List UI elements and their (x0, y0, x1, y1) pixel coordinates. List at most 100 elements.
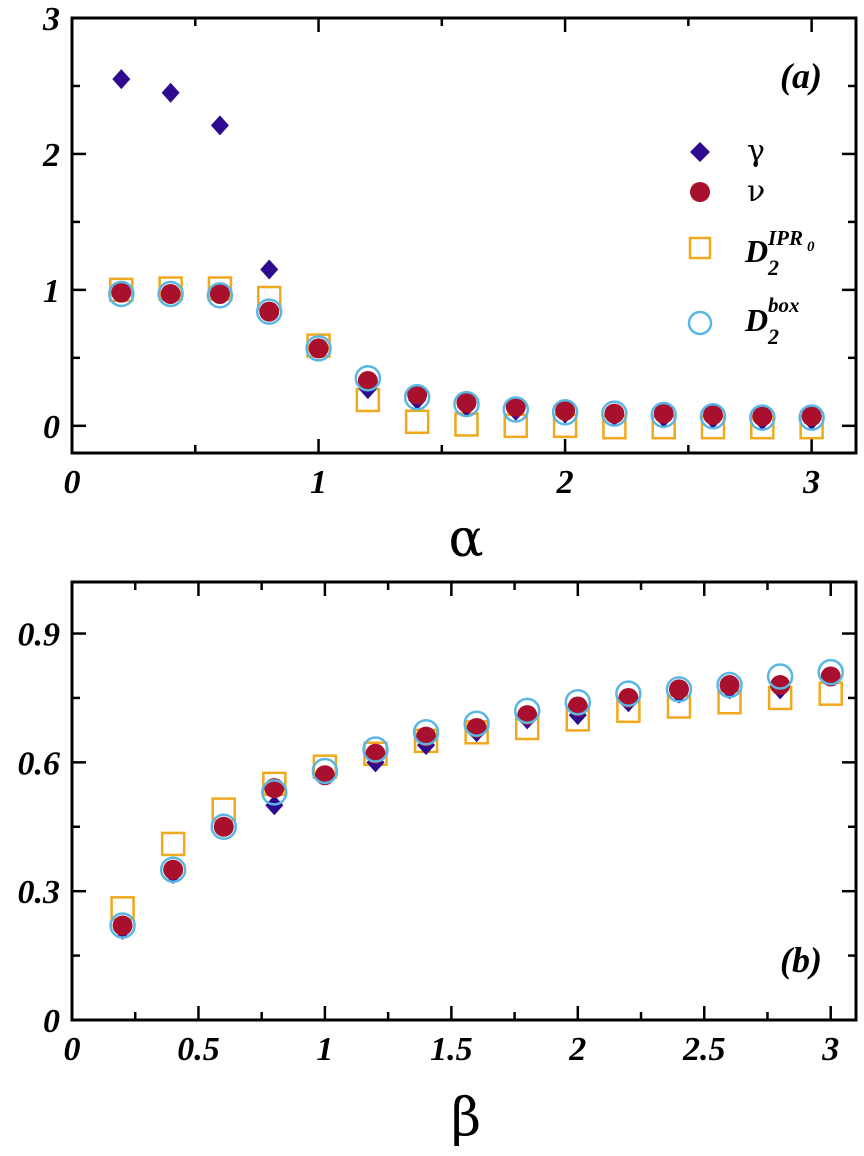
panel-b-d2-box-point (615, 680, 642, 707)
panel-b-x-axis-label: β (451, 1088, 481, 1148)
panel-a-x-tick-label: 0 (64, 464, 81, 501)
panel-a-x-tick-label: 2 (556, 464, 574, 501)
legend-d2-box-sub: 2 (767, 324, 779, 349)
panel-a-d2-box-point (354, 364, 382, 392)
panel-b-nu-point (264, 778, 285, 799)
panel-a-nu-point (357, 370, 378, 391)
panel-b-d2-box-point (817, 658, 844, 686)
panel-a-d2-box-point (699, 403, 727, 430)
legend-gamma-marker (690, 142, 710, 162)
panel-b-axes: 0 0.5 1 1.5 2 2.5 3 0 0.3 0.6 0.9 (18, 582, 856, 1068)
panel-a-d2-box-point (305, 335, 332, 362)
panel-b-frame (70, 580, 858, 1022)
legend-entry-nu: ν (690, 174, 765, 209)
panel-a-nu-point (801, 406, 822, 427)
panel-b-y-tick-label: 0.9 (18, 617, 61, 654)
panel-b-x-tick-label: 1 (316, 1031, 333, 1068)
legend-entry-d2-ipr0: D 2 IPR 0 (688, 226, 815, 280)
panel-b-nu-point (618, 687, 639, 708)
panel-a-gamma-point (260, 259, 279, 280)
panel-b-nu-point (770, 675, 791, 696)
panel-b-x-tick-label: 0 (64, 1031, 81, 1068)
panel-b-nu-point (820, 666, 841, 687)
panel-a-d2-box-point (108, 280, 135, 308)
panel-a-gamma-point (161, 82, 180, 103)
panel-a-nu-point (555, 400, 576, 421)
panel-b-nu-point (163, 859, 184, 880)
legend-entry-d2-box: D 2 box (687, 293, 800, 349)
panel-a-nu-point (604, 403, 625, 424)
panel-a-x-axis-label: α (448, 509, 483, 569)
panel-b-d2-box-point (311, 757, 339, 785)
panel-a-d2-box-point (453, 390, 480, 418)
legend-d2-ipr0-sub: 2 (767, 255, 779, 280)
legend-nu-label: ν (747, 174, 765, 209)
panel-b-y-tick-label: 0 (43, 1003, 60, 1040)
panel-a-nu-point (505, 396, 526, 417)
panel-b-marks (109, 658, 844, 940)
panel-b-nu-point (517, 705, 538, 726)
legend-d2-box-marker (687, 310, 713, 336)
panel-a-nu-point (703, 404, 724, 425)
panel-a-x-tick-label: 3 (802, 464, 820, 501)
panel-b-x-tick-label: 0.5 (177, 1031, 220, 1068)
panel-b-d2-box-point (412, 719, 440, 746)
panel-a-frame (70, 16, 858, 455)
panel-a-d2-box-point (798, 404, 825, 431)
panel-a-gamma-point (210, 115, 229, 136)
panel-a-d2-ipr0-point (404, 409, 430, 434)
panel-b-nu-point (365, 743, 386, 764)
panel-a-y-tick-label: 2 (42, 137, 60, 174)
panel-a-nu-point (308, 338, 329, 359)
panel-b-nu-point (112, 915, 133, 936)
panel-a-d2-box-point (749, 404, 776, 431)
legend-d2-ipr0-sup-sub: 0 (807, 239, 815, 255)
panel-a-d2-box-point (403, 384, 431, 411)
legend-d2-ipr0-base: D (744, 233, 768, 269)
panel-a-d2-box-point (157, 280, 184, 308)
legend-d2-ipr0-marker (688, 236, 712, 260)
panel-b-d2-ipr0-point (160, 831, 186, 857)
panel-a-nu-point (111, 282, 132, 303)
panel-a-x-tick-label: 1 (310, 464, 327, 501)
legend-d2-box-base: D (744, 302, 768, 338)
panel-a-marks (108, 69, 825, 440)
panel-b-nu-point (719, 675, 740, 696)
panel-b-d2-box-point (716, 671, 743, 699)
panel-b-d2-box-point (210, 813, 237, 841)
panel-a-y-tick-label: 3 (42, 1, 60, 38)
panel-b-x-tick-label: 2 (568, 1031, 586, 1068)
panel-b-d2-box-point (109, 912, 136, 939)
panel-b-d2-box-point (463, 710, 490, 737)
legend-entry-gamma: γ (690, 134, 765, 169)
panel-a-nu-point (752, 406, 773, 427)
panel-a-nu-point (407, 384, 428, 405)
panel-a-nu-point (259, 301, 280, 322)
panel-b-nu-point (466, 718, 487, 738)
panel-b-nu-point (668, 679, 689, 700)
panel-a-gamma-point (112, 69, 131, 90)
panel-a-d2-box-point (601, 400, 628, 427)
legend: γ ν D 2 IPR 0 D 2 box (687, 134, 815, 349)
panel-b-x-tick-label: 3 (821, 1031, 839, 1068)
panel-b-d2-box-point (766, 663, 794, 690)
legend-d2-ipr0-sup: IPR (767, 226, 803, 250)
panel-a-d2-box-point (551, 398, 579, 426)
panel-b-label: (b) (780, 940, 822, 980)
panel-b-nu-point (314, 765, 335, 786)
panel-b-d2-box-point (564, 688, 592, 716)
panel-a-d2-box-point (650, 401, 677, 429)
panel-b-d2-box-point (665, 676, 693, 703)
panel-a-d2-box-point (206, 282, 234, 309)
panel-a-d2-box-point (502, 396, 530, 423)
legend-nu-marker (690, 182, 710, 202)
panel-a-nu-point (653, 403, 674, 424)
panel-b-x-tick-label: 2.5 (682, 1031, 726, 1068)
panel-a-y-tick-label: 0 (43, 409, 60, 446)
panel-b-d2-box-point (362, 736, 389, 763)
panel-b-d2-box-point (159, 856, 187, 883)
panel-a-y-tick-label: 1 (43, 273, 60, 310)
legend-d2-box-sup: box (768, 293, 800, 317)
panel-b-d2-box-point (513, 697, 541, 725)
